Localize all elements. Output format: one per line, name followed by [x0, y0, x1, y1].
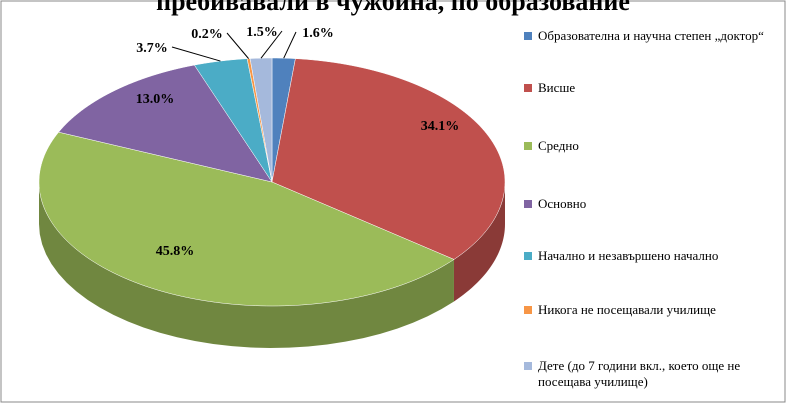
legend-swatch — [524, 306, 532, 314]
legend-swatch — [524, 84, 532, 92]
legend-entry: Начално и незавършено начално — [524, 248, 774, 264]
legend-swatch — [524, 200, 532, 208]
legend-entry: Средно — [524, 138, 774, 154]
legend-swatch — [524, 362, 532, 370]
legend-label: Образователна и научна степен „доктор“ — [538, 28, 764, 43]
data-label: 13.0% — [136, 92, 175, 107]
slice — [38, 131, 455, 307]
leader-line — [226, 32, 249, 59]
legend-entry: Никога не посещавали училище — [524, 302, 774, 318]
legend-label: Начално и незавършено начално — [538, 248, 719, 263]
legend-swatch — [524, 252, 532, 260]
legend-entry: Висше — [524, 80, 774, 96]
data-label: 45.8% — [156, 244, 195, 259]
legend-label: Висше — [538, 80, 576, 95]
data-label: 1.6% — [302, 26, 334, 41]
legend-swatch — [524, 142, 532, 150]
leader-line — [260, 30, 283, 59]
legend-entry: Образователна и научна степен „доктор“ — [524, 28, 774, 44]
legend-label: Основно — [538, 196, 587, 211]
slice — [58, 64, 273, 183]
slice — [193, 58, 273, 183]
data-label: 3.7% — [136, 41, 168, 56]
slice — [249, 57, 273, 183]
legend-entry: Дете (до 7 години вкл., което още не пос… — [524, 358, 774, 390]
legend-swatch — [524, 32, 532, 40]
slice-side — [39, 182, 454, 348]
legend-label: Дете (до 7 години вкл., което още не пос… — [538, 358, 741, 389]
data-label: 0.2% — [191, 27, 223, 42]
data-label: 34.1% — [421, 119, 460, 134]
legend-label: Никога не посещавали училище — [538, 302, 716, 317]
data-label: 1.5% — [246, 25, 278, 40]
leader-line — [283, 31, 297, 59]
slice — [271, 58, 506, 260]
chart-title: пребивавали в чужбина, по образование — [156, 0, 630, 16]
leader-line — [171, 46, 221, 62]
legend-entry: Основно — [524, 196, 774, 212]
slice-side — [453, 182, 505, 302]
legend-label: Средно — [538, 138, 579, 153]
